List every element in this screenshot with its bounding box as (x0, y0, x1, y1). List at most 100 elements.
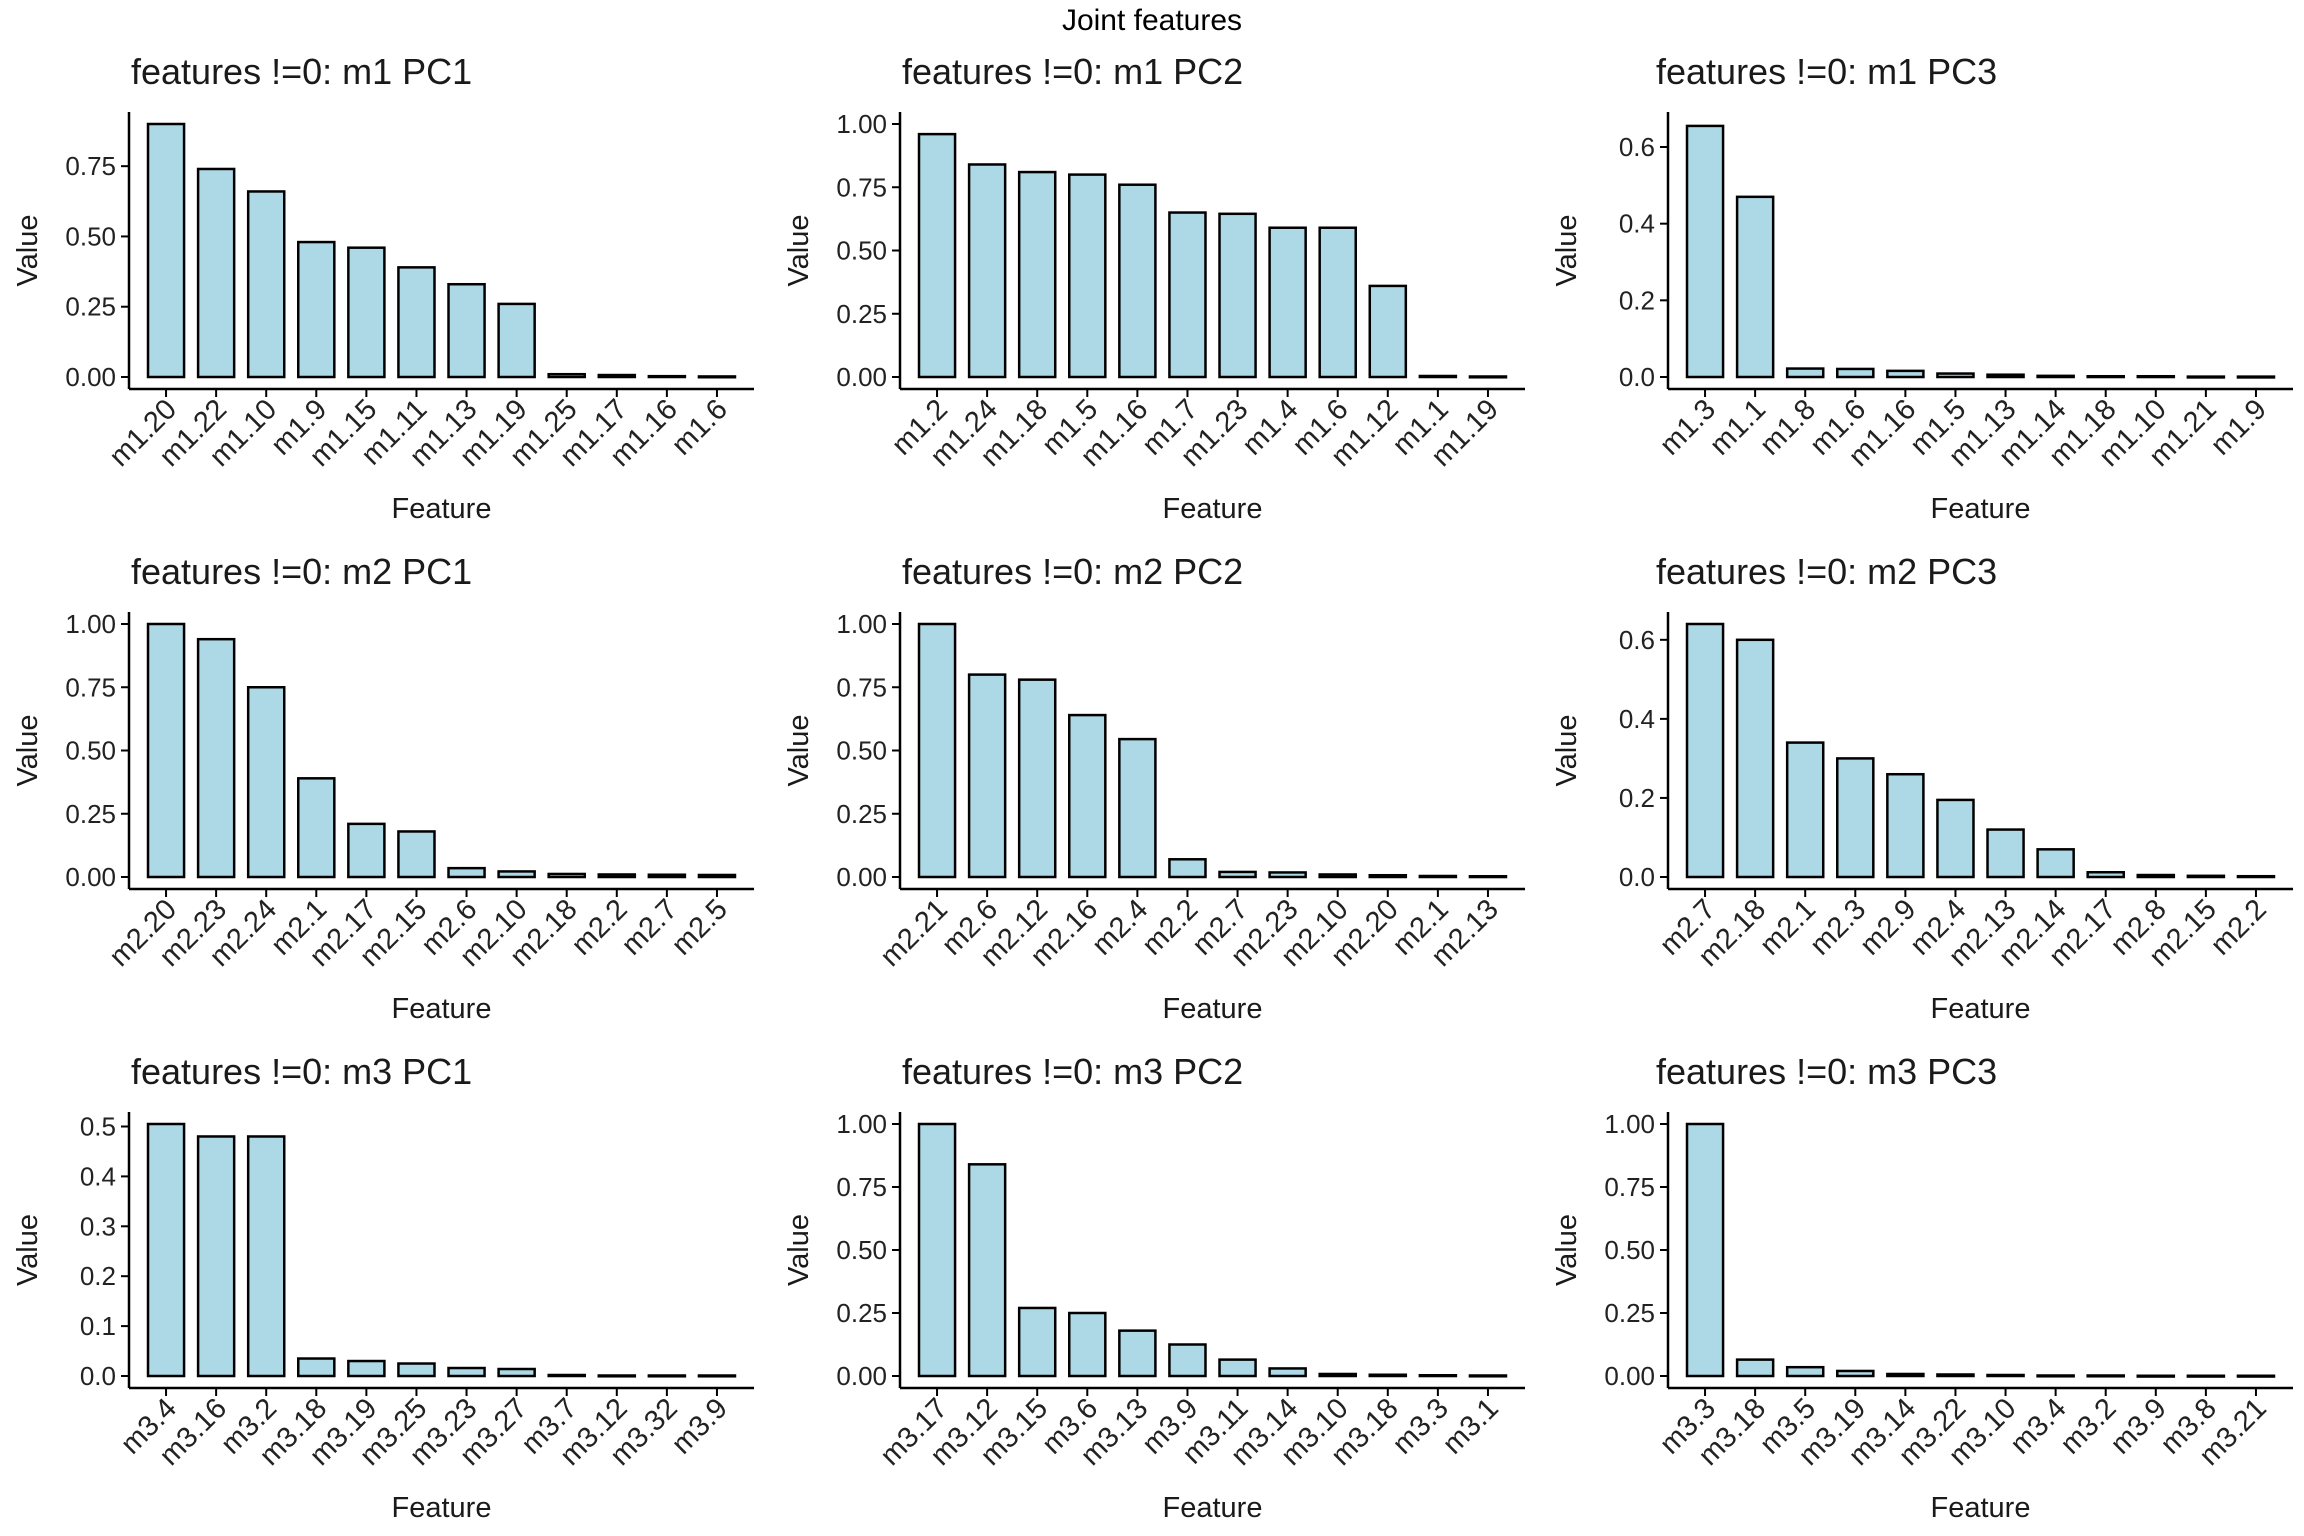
y-tick-label: 0.75 (65, 151, 116, 181)
bar (547, 872, 586, 879)
y-tick-label: 1.00 (836, 109, 887, 139)
y-tick-label: 0.00 (836, 362, 887, 392)
bar (497, 870, 536, 879)
y-tick-label: 0.2 (1619, 285, 1655, 315)
bar (1268, 1367, 1307, 1378)
bar (1118, 183, 1157, 379)
bar (2186, 375, 2226, 379)
x-tick-label: m1.1 (1704, 393, 1772, 461)
y-axis-label: Value (12, 714, 44, 786)
bar (597, 873, 637, 879)
bar (697, 873, 737, 879)
bar (1936, 372, 1975, 379)
bar (1318, 1372, 1357, 1378)
bar (1118, 1329, 1157, 1378)
bar (1218, 1358, 1257, 1378)
y-tick-label: 0.25 (1604, 1298, 1655, 1328)
y-tick-label: 0.50 (1604, 1235, 1655, 1265)
y-tick-label: 0.2 (80, 1261, 116, 1291)
bar (297, 1357, 336, 1378)
bar (397, 266, 436, 379)
bar (1318, 873, 1357, 879)
y-axis-label: Value (783, 1214, 815, 1286)
y-tick-label: 0.75 (65, 672, 116, 702)
y-axis-label: Value (12, 1214, 44, 1286)
x-tick-label: m1.6 (666, 393, 734, 461)
bar (146, 1122, 186, 1378)
chart-title: features !=0: m3 PC2 (902, 1051, 1243, 1092)
x-tick-label: m2.2 (1136, 893, 1204, 961)
bar (1017, 678, 1057, 879)
bar (196, 637, 236, 879)
y-tick-label: 0.50 (65, 221, 116, 251)
x-tick-label: m3.3 (1387, 1392, 1455, 1460)
bar (246, 686, 286, 879)
bar (447, 282, 486, 379)
chart-panel-3: features !=0: m1 PC3 0.0 0.2 0.4 0.6 Value m1.… (1551, 51, 2293, 525)
bar (1168, 1343, 1207, 1378)
x-tick-label: m2.4 (1086, 893, 1154, 961)
chart-title: features !=0: m1 PC1 (131, 51, 472, 92)
bar (1785, 367, 1825, 379)
y-tick-label: 0.75 (836, 172, 887, 202)
bar (2236, 375, 2276, 379)
y-tick-label: 0.25 (65, 799, 116, 829)
chart-title: features !=0: m1 PC3 (1656, 51, 1997, 92)
y-tick-label: 0.00 (1604, 1361, 1655, 1391)
bar (2036, 1374, 2075, 1378)
bar (297, 240, 336, 379)
bar (246, 1135, 286, 1378)
bar (697, 1374, 737, 1378)
bar (547, 372, 586, 379)
y-axis-label: Value (1551, 714, 1583, 786)
bar (2036, 374, 2075, 379)
bar (447, 866, 486, 879)
y-axis-label: Value (783, 714, 815, 786)
bar (2036, 848, 2075, 879)
bar (1986, 1373, 2025, 1378)
y-tick-label: 0.0 (1619, 862, 1655, 892)
bar (1936, 798, 1975, 879)
bar (2186, 874, 2226, 879)
chart-title: features !=0: m2 PC1 (131, 551, 472, 592)
x-tick-label: m3.2 (2054, 1392, 2122, 1460)
bar (2086, 374, 2125, 379)
y-tick-label: 0.3 (80, 1211, 116, 1241)
bar (967, 673, 1007, 879)
bar (1986, 828, 2025, 879)
bar (917, 1122, 957, 1378)
bar (1836, 367, 1875, 379)
bar (347, 1359, 386, 1378)
figure-title: Joint features (1061, 4, 1243, 37)
y-tick-label: 1.00 (836, 1109, 887, 1139)
bar (1418, 1373, 1458, 1378)
bar (196, 167, 236, 379)
bar (2086, 1374, 2125, 1378)
y-tick-label: 0.00 (836, 862, 887, 892)
x-axis-label: Feature (1931, 493, 2031, 525)
y-tick-label: 0.2 (1619, 783, 1655, 813)
x-tick-label: m1.3 (1654, 393, 1722, 461)
chart-panel-9: features !=0: m3 PC3 0.00 0.25 0.50 0.75 1.00… (1551, 1051, 2293, 1524)
bar (1735, 638, 1775, 879)
bar (1735, 1358, 1775, 1378)
bar (2136, 374, 2176, 379)
bar (1735, 195, 1775, 379)
y-tick-label: 1.00 (836, 609, 887, 639)
bar (1218, 870, 1257, 879)
bar (146, 122, 186, 379)
x-tick-label: m3.1 (1437, 1392, 1505, 1460)
bar (697, 375, 737, 379)
y-tick-label: 0.75 (836, 672, 887, 702)
y-tick-label: 0.25 (836, 299, 887, 329)
chart-title: features !=0: m2 PC3 (1656, 551, 1997, 592)
y-tick-label: 0.00 (65, 862, 116, 892)
bar (1168, 858, 1207, 879)
y-axis-label: Value (1551, 1214, 1583, 1286)
x-tick-label: m1.9 (2205, 393, 2273, 461)
x-tick-label: m2.3 (1804, 893, 1872, 961)
y-tick-label: 0.25 (65, 292, 116, 322)
bar (597, 1374, 637, 1378)
bar (497, 1367, 536, 1378)
x-tick-label: m2.2 (2205, 893, 2273, 961)
